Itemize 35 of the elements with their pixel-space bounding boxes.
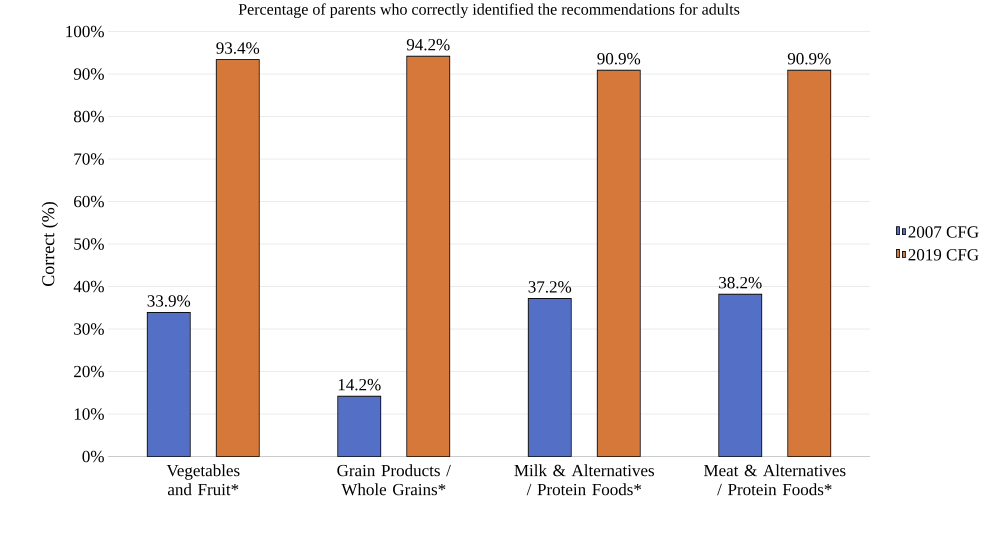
y-tick-label: 20% (74, 366, 104, 378)
bar (406, 56, 450, 458)
legend-label: 2019 CFG (908, 249, 979, 261)
x-tick-label: Milk & Alternatives / Protein Foods* (514, 464, 654, 496)
y-tick-label: 90% (74, 68, 104, 80)
data-label: 38.2% (719, 277, 762, 289)
bar (596, 70, 641, 458)
bar (337, 396, 382, 458)
data-label: 93.4% (216, 42, 260, 54)
y-tick-label: 30% (74, 323, 104, 336)
bar (787, 70, 832, 458)
y-tick-label: 60% (74, 196, 104, 208)
legend-label: 2007 CFG (908, 226, 979, 238)
data-label: 14.2% (338, 379, 381, 391)
x-tick-label: Vegetables and Fruit* (166, 464, 240, 496)
y-tick-label: 100% (66, 26, 104, 38)
data-label: 37.2% (528, 281, 572, 293)
bar (718, 294, 762, 458)
bar (216, 59, 260, 458)
data-label: 94.2% (406, 39, 450, 51)
chart-title: Percentage of parents who correctly identified the recommendations for adults (238, 4, 740, 18)
y-axis-title: Correct (%) (42, 202, 58, 286)
y-tick-label: 50% (74, 238, 104, 250)
x-tick-label: Grain Products / Whole Grains* (337, 464, 451, 496)
y-tick-label: 80% (74, 110, 104, 123)
y-tick-label: 0% (82, 450, 104, 463)
y-tick-label: 40% (74, 280, 104, 293)
data-label: 90.9% (788, 53, 831, 65)
x-tick-label: Meat & Alternatives / Protein Foods* (704, 464, 846, 496)
bar (528, 298, 572, 458)
bar (146, 312, 191, 458)
y-tick-label: 70% (74, 153, 104, 166)
data-label: 90.9% (597, 53, 640, 65)
data-label: 33.9% (148, 295, 190, 307)
y-tick-label: 10% (74, 408, 104, 420)
